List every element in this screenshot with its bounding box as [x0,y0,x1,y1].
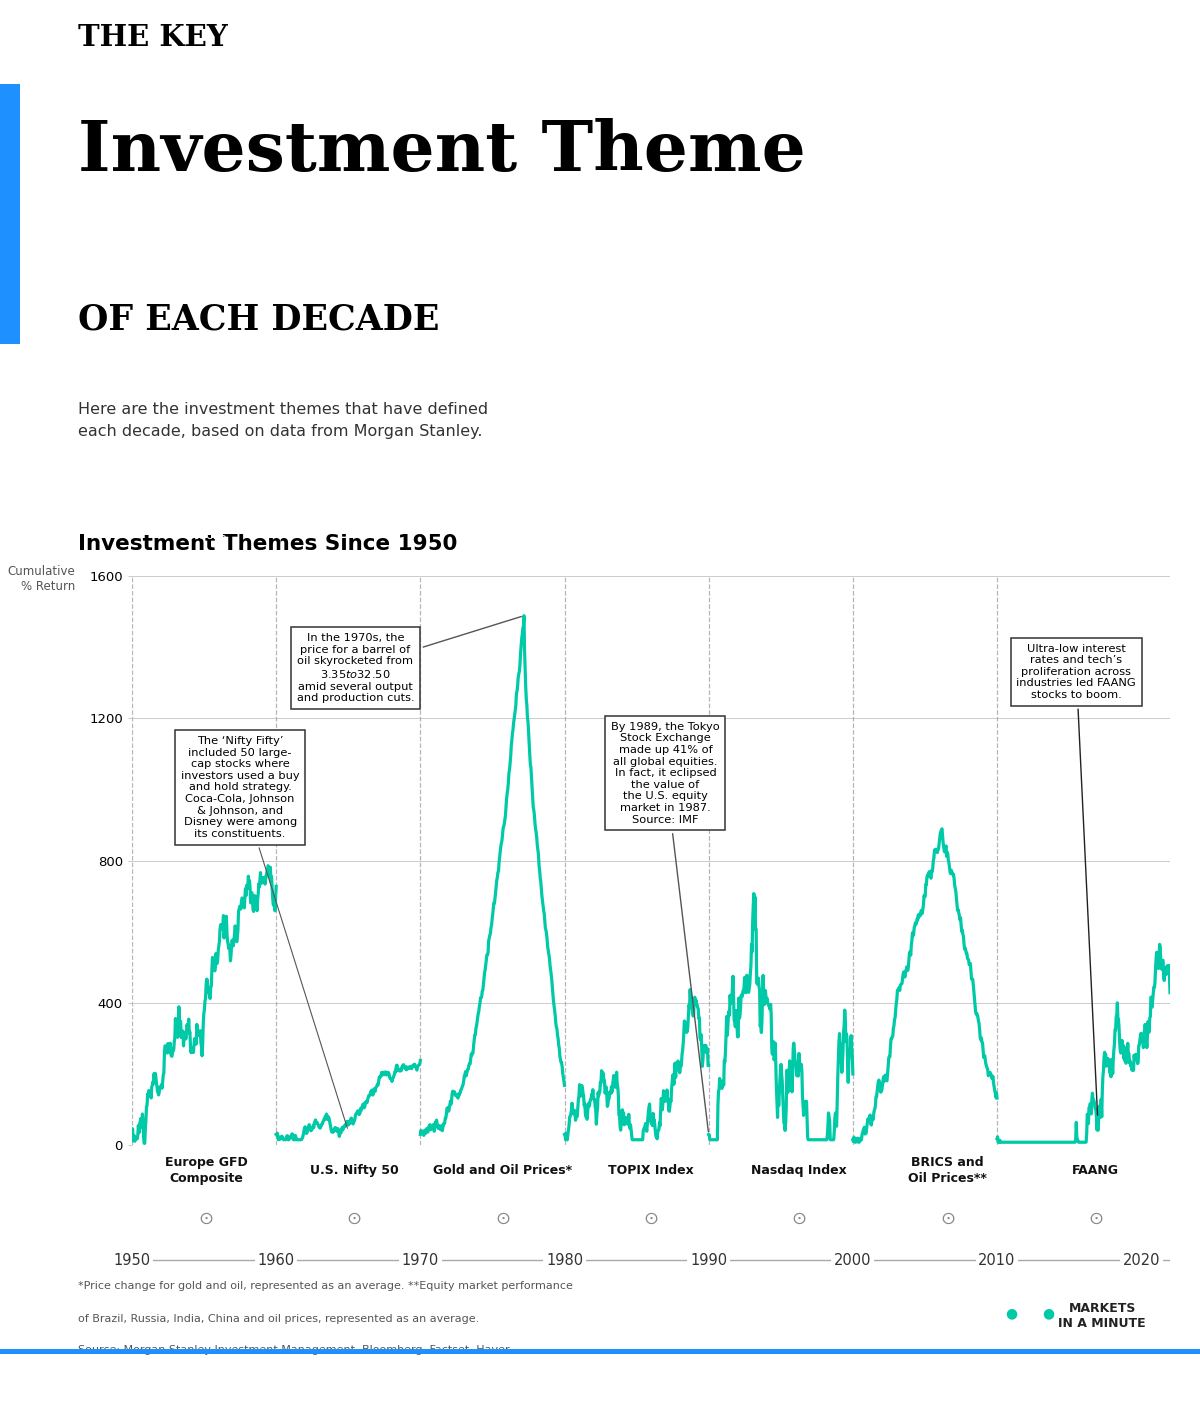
Text: 1960: 1960 [258,1253,295,1267]
Text: ⊙: ⊙ [792,1210,806,1228]
Text: ⊙: ⊙ [496,1210,510,1228]
Circle shape [482,1205,523,1232]
Text: 1950: 1950 [114,1253,150,1267]
Text: European
Stocks: European Stocks [176,513,235,541]
Text: 2000: 2000 [834,1253,871,1267]
Text: Gold and Oil Prices*: Gold and Oil Prices* [433,1163,572,1177]
Text: Europe GFD
Composite: Europe GFD Composite [164,1156,247,1184]
Text: BRICS and
Oil Prices**: BRICS and Oil Prices** [908,1156,988,1184]
Text: Investment Themes Since 1950: Investment Themes Since 1950 [78,534,457,554]
Text: By 1989, the Tokyo
Stock Exchange
made up 41% of
all global equities.
In fact, i: By 1989, the Tokyo Stock Exchange made u… [611,722,720,1131]
Text: MARKETS
IN A MINUTE: MARKETS IN A MINUTE [1058,1302,1146,1331]
Text: "Nifty Fifty": "Nifty Fifty" [319,520,389,534]
Text: American
"Mega Caps": American "Mega Caps" [1057,513,1135,541]
Text: Investment Theme: Investment Theme [78,118,806,184]
Text: 1960s: 1960s [319,447,390,466]
Text: ⊙: ⊙ [940,1210,955,1228]
Text: ●: ● [1007,1307,1022,1319]
Text: 1970: 1970 [402,1253,439,1267]
Text: American
Tech: American Tech [770,513,828,541]
Text: VISUAL CAPITALIST     RESEARCH + WRITING  Dorothy Neufeld  |  DESIGN  Zack Aboul: VISUAL CAPITALIST RESEARCH + WRITING Dor… [163,1374,1037,1385]
Text: The ‘Nifty Fifty’
included 50 large-
cap stocks where
investors used a buy
and h: The ‘Nifty Fifty’ included 50 large- cap… [181,736,348,1128]
Text: TOPIX Index: TOPIX Index [608,1163,694,1177]
Text: 1950s: 1950s [170,447,241,466]
Text: *Price change for gold and oil, represented as an average. **Equity market perfo: *Price change for gold and oil, represen… [78,1281,572,1291]
Text: 1990s: 1990s [764,447,835,466]
Text: FAANG: FAANG [1073,1163,1120,1177]
Circle shape [926,1205,968,1232]
Text: ⊙: ⊙ [643,1210,659,1228]
Text: Ultra-low interest
rates and tech’s
proliferation across
industries led FAANG
st: Ultra-low interest rates and tech’s prol… [1016,643,1136,1116]
Text: 1990: 1990 [690,1253,727,1267]
Text: 1970s: 1970s [468,447,538,466]
Text: ⊙: ⊙ [198,1210,214,1228]
Text: 2020: 2020 [1122,1253,1160,1267]
Text: ⊙: ⊙ [1088,1210,1104,1228]
Text: ⊙: ⊙ [347,1210,362,1228]
Text: OF EACH DECADE: OF EACH DECADE [78,302,439,336]
Text: Here are the investment themes that have defined
each decade, based on data from: Here are the investment themes that have… [78,402,488,438]
Text: of Brazil, Russia, India, China and oil prices, represented as an average.: of Brazil, Russia, India, China and oil … [78,1314,479,1324]
Circle shape [630,1205,672,1232]
Text: Emerging
Markets/
Commodities: Emerging Markets/ Commodities [462,504,544,549]
Y-axis label: Cumulative
% Return: Cumulative % Return [7,565,74,593]
Circle shape [334,1205,376,1232]
Text: 1980: 1980 [546,1253,583,1267]
Text: U.S. Nifty 50: U.S. Nifty 50 [310,1163,398,1177]
Text: Source: Morgan Stanley Investment Management, Bloomberg, Factset, Haver: Source: Morgan Stanley Investment Manage… [78,1346,510,1356]
Text: 1980s: 1980s [616,447,686,466]
Circle shape [1075,1205,1117,1232]
Text: 2010s: 2010s [1061,447,1132,466]
Text: Emerging
Markets/
Commodities: Emerging Markets/ Commodities [907,504,988,549]
Text: THE KEY: THE KEY [78,22,228,52]
Text: 2010: 2010 [978,1253,1015,1267]
Text: 2000s: 2000s [912,447,983,466]
Text: ●: ● [1043,1307,1055,1319]
Circle shape [185,1205,227,1232]
Text: Japanese
Stocks: Japanese Stocks [623,513,679,541]
Circle shape [779,1205,820,1232]
Text: Nasdaq Index: Nasdaq Index [751,1163,847,1177]
Text: In the 1970s, the
price for a barrel of
oil skyrocketed from
$3.35 to $32.50
ami: In the 1970s, the price for a barrel of … [296,617,521,704]
